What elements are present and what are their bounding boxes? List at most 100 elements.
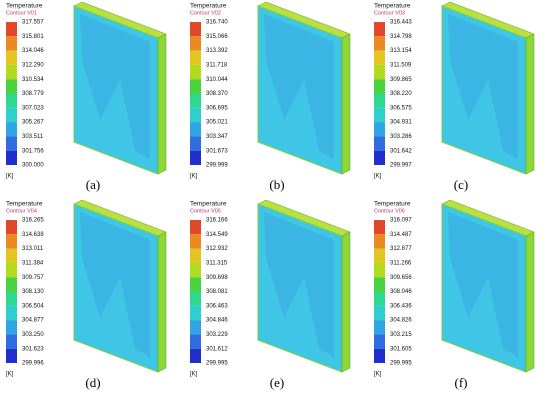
legend-label: 315.801 bbox=[22, 34, 44, 40]
legend-label: 317.557 bbox=[22, 20, 44, 26]
legend-swatch bbox=[6, 320, 17, 335]
legend-label: 308.779 bbox=[22, 91, 44, 97]
legend-swatch bbox=[6, 50, 17, 65]
legend-label: 308.046 bbox=[390, 289, 412, 295]
legend-unit: [K] bbox=[6, 174, 14, 180]
legend-label: 311.509 bbox=[390, 62, 412, 68]
legend-swatch bbox=[6, 334, 17, 349]
legend-label: 306.695 bbox=[206, 105, 228, 111]
legend-swatch bbox=[374, 50, 385, 65]
legend-label: 303.347 bbox=[206, 134, 228, 140]
legend-label: 304.826 bbox=[390, 318, 412, 324]
legend-title: Temperature bbox=[6, 201, 43, 208]
legend-label: 305.267 bbox=[22, 120, 44, 126]
legend-swatch bbox=[190, 36, 201, 51]
legend-label: 299.996 bbox=[22, 361, 44, 367]
legend-swatch bbox=[6, 64, 17, 80]
legend-swatch bbox=[6, 348, 17, 363]
legend-swatch bbox=[6, 291, 17, 306]
legend-label: 316.740 bbox=[206, 20, 228, 26]
legend-swatch bbox=[6, 305, 17, 321]
legend-swatch bbox=[190, 305, 201, 321]
legend-label: 312.932 bbox=[206, 246, 228, 252]
legend-label: 312.290 bbox=[22, 62, 44, 68]
legend-swatch bbox=[190, 136, 201, 151]
legend-label: 314.487 bbox=[390, 232, 412, 238]
legend-label: 299.995 bbox=[390, 361, 412, 367]
legend-label: 303.286 bbox=[390, 134, 412, 140]
legend-unit: [K] bbox=[190, 372, 198, 378]
legend-swatch bbox=[6, 248, 17, 263]
legend-label: 304.877 bbox=[22, 318, 44, 324]
legend-swatch bbox=[6, 150, 17, 165]
legend-swatch bbox=[374, 36, 385, 51]
legend-label: 316.265 bbox=[22, 218, 44, 224]
legend-swatch bbox=[190, 320, 201, 335]
legend-label: 309.757 bbox=[22, 275, 44, 281]
legend-swatch bbox=[374, 334, 385, 349]
legend-label: 316.097 bbox=[390, 218, 412, 224]
plate-edge bbox=[341, 33, 351, 175]
legend-unit: [K] bbox=[374, 174, 382, 180]
legend-unit: [K] bbox=[374, 372, 382, 378]
legend-label: 304.846 bbox=[206, 318, 228, 324]
legend-label: 313.011 bbox=[22, 246, 44, 252]
legend-label: 303.250 bbox=[22, 332, 44, 338]
legend-label: 303.511 bbox=[22, 134, 44, 140]
legend-swatch bbox=[374, 150, 385, 165]
legend-label: 310.044 bbox=[206, 77, 228, 83]
legend-label: 309.865 bbox=[390, 77, 412, 83]
legend-label: 314.638 bbox=[22, 232, 44, 238]
legend-swatch bbox=[6, 79, 17, 94]
legend-swatch bbox=[6, 22, 17, 37]
plate-edge bbox=[525, 33, 535, 175]
legend-label: 314.549 bbox=[206, 232, 228, 238]
legend-swatch bbox=[374, 234, 385, 249]
plate-edge bbox=[157, 231, 167, 373]
legend-subtitle: Contour V02 bbox=[190, 10, 221, 16]
legend-label: 309.698 bbox=[206, 275, 228, 281]
legend-swatch bbox=[374, 79, 385, 94]
legend-label: 316.443 bbox=[390, 20, 412, 26]
legend-swatch bbox=[374, 305, 385, 321]
legend-swatch bbox=[190, 348, 201, 363]
legend-swatch bbox=[6, 262, 17, 278]
legend-label: 308.220 bbox=[390, 91, 412, 97]
legend-swatch bbox=[374, 291, 385, 306]
legend-title: Temperature bbox=[374, 3, 411, 10]
legend-label: 301.756 bbox=[22, 148, 44, 154]
legend-swatch bbox=[6, 234, 17, 249]
legend-swatch bbox=[190, 150, 201, 165]
plate-edge bbox=[157, 33, 167, 175]
legend-subtitle: Contour V05 bbox=[190, 208, 221, 214]
legend-label: 303.215 bbox=[390, 332, 412, 338]
legend-label: 301.623 bbox=[22, 346, 44, 352]
legend-label: 312.877 bbox=[390, 246, 412, 252]
panel-caption: (c) bbox=[454, 177, 468, 192]
panel-caption: (d) bbox=[85, 375, 100, 390]
legend-label: 310.534 bbox=[22, 77, 44, 83]
cool-region bbox=[80, 212, 150, 358]
cool-region bbox=[264, 14, 334, 160]
legend-swatch bbox=[190, 234, 201, 249]
legend-swatch bbox=[190, 50, 201, 65]
legend-label: 306.504 bbox=[22, 303, 44, 309]
legend-label: 308.370 bbox=[206, 91, 228, 97]
legend-label: 313.154 bbox=[390, 48, 412, 54]
legend-label: 315.066 bbox=[206, 34, 228, 40]
cool-region bbox=[80, 14, 150, 160]
legend-swatch bbox=[190, 334, 201, 349]
plate-edge bbox=[525, 231, 535, 373]
legend-swatch bbox=[374, 320, 385, 335]
legend-swatch bbox=[190, 107, 201, 123]
legend-subtitle: Contour V03 bbox=[374, 10, 405, 16]
legend-swatch bbox=[6, 220, 17, 235]
legend-swatch bbox=[190, 122, 201, 137]
plate-edge bbox=[341, 231, 351, 373]
legend-label: 309.656 bbox=[390, 275, 412, 281]
legend-swatch bbox=[6, 36, 17, 51]
legend-label: 311.266 bbox=[390, 260, 412, 266]
